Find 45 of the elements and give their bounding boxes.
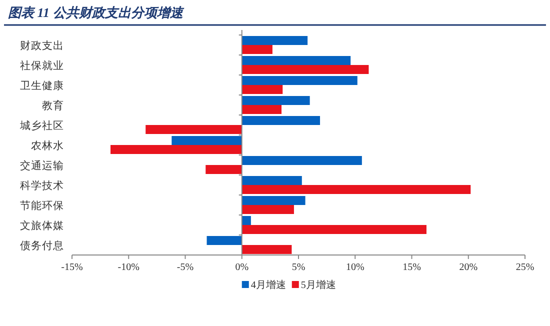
bar (242, 216, 251, 225)
bar (242, 65, 369, 74)
y-tick-label: 城乡社区 (19, 119, 64, 132)
legend-label: 5月增速 (300, 279, 336, 291)
y-tick-label: 财政支出 (20, 39, 64, 52)
y-tick-label: 债务付息 (20, 239, 64, 252)
x-tick-label: 25% (516, 262, 534, 273)
x-tick-label: 20% (459, 262, 478, 273)
bar (242, 176, 302, 185)
bar (242, 36, 308, 45)
x-tick-label: -10% (118, 262, 140, 273)
y-tick-label: 交通运输 (20, 159, 64, 172)
bar (110, 145, 242, 154)
x-tick-label: 5% (292, 262, 306, 273)
bar (242, 245, 292, 254)
bar (242, 196, 306, 205)
bar (242, 225, 426, 234)
x-tick-label: 15% (402, 262, 421, 273)
x-tick-label: 0% (235, 262, 249, 273)
bar (242, 156, 362, 165)
bar (242, 56, 351, 65)
y-tick-label: 卫生健康 (20, 79, 64, 92)
x-tick-label: -5% (176, 262, 194, 273)
bar (242, 96, 310, 105)
y-tick-label: 社保就业 (20, 59, 64, 72)
bar (206, 236, 242, 245)
bar (242, 45, 272, 54)
y-tick-label: 节能环保 (20, 199, 64, 212)
y-tick-label: 农林水 (31, 139, 64, 152)
bar (242, 185, 471, 194)
x-tick-label: 10% (346, 262, 364, 273)
bar (242, 105, 282, 114)
bar (146, 125, 242, 134)
y-tick-label: 文旅体媒 (20, 219, 64, 232)
bar (206, 165, 242, 174)
bar (242, 85, 283, 94)
chart-title: 图表 11 公共财政支出分项增速 (8, 5, 185, 20)
y-tick-label: 科学技术 (20, 179, 64, 192)
bar (242, 76, 358, 85)
bar (172, 136, 242, 145)
x-tick-label: -15% (61, 262, 83, 273)
legend-label: 4月增速 (250, 279, 286, 291)
bar (242, 116, 320, 125)
bar (242, 205, 294, 214)
y-tick-label: 教育 (42, 99, 64, 112)
